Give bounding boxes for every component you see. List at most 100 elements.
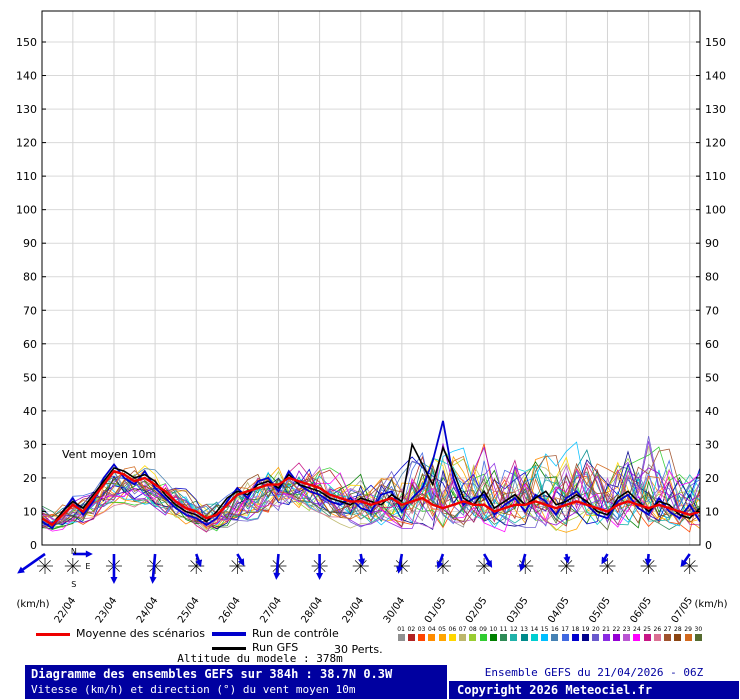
pert-swatch	[510, 634, 518, 641]
svg-text:27/04: 27/04	[258, 595, 284, 624]
plot-frame	[41, 10, 701, 546]
footer-left: Diagramme des ensembles GEFS sur 384h : …	[24, 664, 448, 700]
mean-line	[41, 469, 701, 527]
svg-text:25/04: 25/04	[176, 595, 202, 624]
pert-item: 04	[427, 626, 437, 641]
pert-item: 01	[396, 626, 406, 641]
svg-text:60: 60	[705, 338, 719, 351]
pert-number: 05	[438, 626, 446, 633]
svg-text:30/04: 30/04	[382, 595, 408, 624]
pert-swatch	[633, 634, 641, 641]
pert-swatch	[561, 634, 569, 641]
pert-number: 04	[428, 626, 436, 633]
pert-item: 21	[601, 626, 611, 641]
footer-subtitle: Vitesse (km/h) et direction (°) du vent …	[31, 683, 356, 696]
svg-text:70: 70	[23, 304, 37, 317]
perts-legend: 01 02 03 04 05 06 07 08 09 10 11 12 13 14 15 16 17 18 19 20…	[396, 626, 704, 641]
svg-text:120: 120	[705, 137, 726, 150]
pert-swatch	[520, 634, 528, 641]
pert-item: 10	[488, 626, 498, 641]
footer-run-label: Ensemble GEFS du 21/04/2026 - 06Z	[448, 664, 740, 681]
pert-item: 20	[591, 626, 601, 641]
footer-title: Diagramme des ensembles GEFS sur 384h : …	[31, 667, 393, 681]
pert-number: 16	[551, 626, 559, 633]
pert-swatch	[428, 634, 436, 641]
wind-direction-row: NES	[17, 547, 698, 589]
pert-swatch	[694, 634, 702, 641]
pert-swatch	[643, 634, 651, 641]
svg-text:150: 150	[705, 36, 726, 49]
pert-item: 22	[611, 626, 621, 641]
pert-number: 12	[510, 626, 518, 633]
svg-text:02/05: 02/05	[464, 595, 490, 624]
pert-swatch	[489, 634, 497, 641]
pert-item: 24	[632, 626, 642, 641]
pert-number: 23	[622, 626, 631, 633]
pert-number: 06	[448, 626, 457, 633]
pert-swatch	[571, 634, 579, 641]
svg-text:80: 80	[23, 271, 37, 284]
svg-text:03/05: 03/05	[505, 595, 531, 624]
control-line-swatch	[212, 632, 246, 636]
footer-bar: Diagramme des ensembles GEFS sur 384h : …	[24, 664, 740, 700]
svg-text:05/05: 05/05	[587, 595, 613, 624]
svg-text:80: 80	[705, 271, 719, 284]
pert-swatch	[623, 634, 631, 641]
svg-text:130: 130	[16, 103, 37, 116]
pert-swatch	[653, 634, 661, 641]
svg-text:140: 140	[705, 70, 726, 83]
pert-item: 19	[581, 626, 591, 641]
pert-number: 29	[684, 626, 692, 633]
pert-item: 06	[447, 626, 457, 641]
svg-text:0: 0	[30, 539, 37, 552]
svg-text:22/04: 22/04	[53, 595, 79, 624]
pert-number: 26	[653, 626, 662, 633]
svg-text:30: 30	[23, 438, 37, 451]
footer-right: Ensemble GEFS du 21/04/2026 - 06Z Copyri…	[448, 664, 740, 700]
pert-number: 17	[561, 626, 569, 633]
pert-number: 02	[407, 626, 416, 633]
pert-swatch	[582, 634, 590, 641]
pert-item: 27	[663, 626, 673, 641]
svg-text:110: 110	[16, 170, 37, 183]
pert-item: 12	[509, 626, 519, 641]
pert-swatch	[479, 634, 487, 641]
pert-item: 13	[519, 626, 529, 641]
pert-item: 09	[478, 626, 488, 641]
svg-text:140: 140	[16, 70, 37, 83]
pert-item: 08	[468, 626, 478, 641]
pert-item: 29	[683, 626, 693, 641]
pert-swatch	[602, 634, 610, 641]
svg-text:30: 30	[705, 438, 719, 451]
svg-text:90: 90	[23, 237, 37, 250]
pert-item: 02	[406, 626, 416, 641]
pert-item: 28	[673, 626, 683, 641]
svg-text:130: 130	[705, 103, 726, 116]
pert-swatch	[612, 634, 620, 641]
pert-number: 08	[469, 626, 477, 633]
pert-number: 22	[612, 626, 621, 633]
pert-swatch	[397, 634, 405, 641]
mean-line-swatch	[36, 633, 70, 636]
model-altitude-label: Altitude du modele : 378m	[177, 652, 343, 665]
pert-swatch	[551, 634, 559, 641]
svg-text:0: 0	[705, 539, 712, 552]
pert-number: 15	[540, 626, 549, 633]
pert-swatch	[674, 634, 682, 641]
footer-copyright: Copyright 2026 Meteociel.fr	[448, 681, 740, 700]
pert-swatch	[469, 634, 477, 641]
pert-number: 18	[571, 626, 580, 633]
pert-item: 25	[642, 626, 652, 641]
svg-text:(km/h): (km/h)	[694, 599, 727, 610]
pert-number: 19	[581, 626, 590, 633]
svg-text:01/05: 01/05	[423, 595, 449, 624]
svg-text:24/04: 24/04	[135, 595, 161, 624]
pert-item: 03	[417, 626, 427, 641]
pert-number: 11	[499, 626, 508, 633]
pert-number: 25	[643, 626, 651, 633]
svg-text:40: 40	[23, 405, 37, 418]
svg-text:10: 10	[23, 505, 37, 518]
compass-n: N	[71, 547, 77, 556]
pert-swatch	[438, 634, 446, 641]
